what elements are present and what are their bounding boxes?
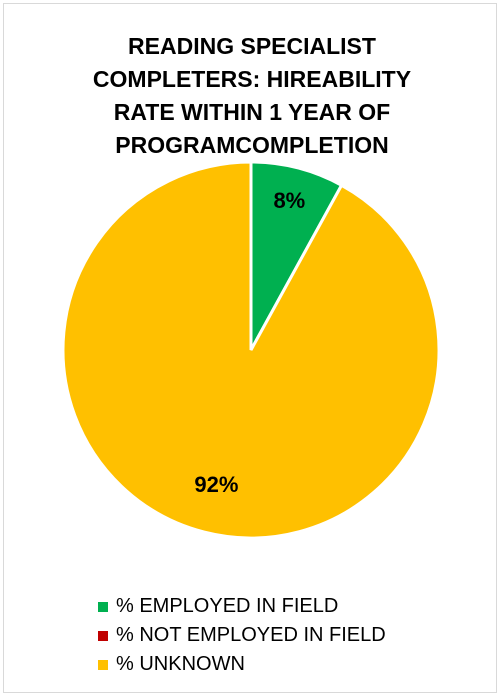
legend-item-not-employed: % NOT EMPLOYED IN FIELD [98, 621, 386, 650]
pie-slice-0 [249, 160, 344, 351]
chart-title-line-3: RATE WITHIN 1 YEAR OF [113, 99, 391, 125]
chart-title: READING SPECIALIST COMPLETERS: HIREABILI… [40, 30, 464, 162]
pie-labels: 8% 92% [194, 188, 305, 497]
pie-slices [61, 160, 441, 540]
chart-title-line-4: PROGRAMCOMPLETION [115, 132, 389, 158]
chart-title-line-2: COMPLETERS: HIREABILITY [92, 66, 412, 92]
legend-item-unknown: % UNKNOWN [98, 650, 386, 679]
legend-swatch-not-employed [98, 630, 108, 641]
chart-title-line-1: READING SPECIALIST [128, 33, 376, 59]
legend-label-employed: % EMPLOYED IN FIELD [116, 595, 339, 617]
legend-label-not-employed: % NOT EMPLOYED IN FIELD [116, 624, 386, 646]
legend-label-unknown: % UNKNOWN [116, 653, 245, 675]
legend-item-employed: % EMPLOYED IN FIELD [98, 592, 386, 621]
pie-data-label-2: 92% [194, 472, 238, 497]
legend-swatch-unknown [98, 659, 108, 670]
pie-slice-2 [61, 160, 441, 540]
chart-legend: % EMPLOYED IN FIELD % NOT EMPLOYED IN FI… [98, 592, 386, 679]
pie-data-label-0: 8% [273, 188, 305, 213]
legend-swatch-employed [98, 601, 108, 612]
